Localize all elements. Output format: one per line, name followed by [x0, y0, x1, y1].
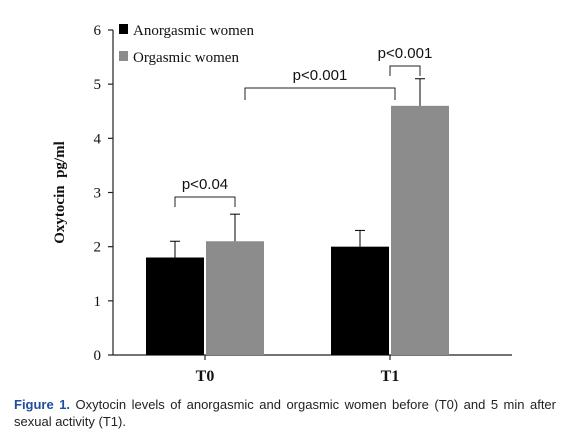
legend-swatch-0 [119, 24, 128, 34]
annotation-t1-label: p<0.001 [378, 45, 433, 62]
caption-text: Oxytocin levels of anorgasmic and orgasm… [14, 397, 556, 429]
y-tick-label-2: 2 [94, 240, 102, 256]
bar-T0-0 [146, 257, 204, 355]
bar-T1-0 [331, 246, 389, 355]
annotation-t0-t1-label: p<0.001 [293, 67, 348, 84]
x-tick-label-T0: T0 [196, 368, 215, 385]
bar-chart: 0 1 2 3 4 5 6 Oxytocin pg/ml T0 T1 Anorgasmic wome… [52, 23, 512, 385]
legend-label-1: Orgasmic women [133, 50, 239, 66]
caption-label: Figure 1. [14, 397, 71, 412]
annotation-t0-label: p<0.04 [182, 176, 228, 193]
legend-label-0: Anorgasmic women [133, 23, 254, 39]
bar-T1-1 [391, 105, 449, 355]
bar-T0-1 [206, 241, 264, 355]
annotation-t0-t1-bracket [244, 87, 396, 100]
y-tick-label-1: 1 [94, 294, 102, 310]
annotation-t0-bracket [174, 196, 236, 207]
y-axis-title: Oxytocin pg/ml [52, 141, 68, 244]
annotation-t1-bracket [389, 65, 421, 76]
y-tick-label-0: 0 [94, 348, 102, 364]
y-tick-label-4: 4 [94, 131, 102, 147]
x-tick-label-T1: T1 [381, 368, 400, 385]
y-tick-label-6: 6 [94, 23, 102, 39]
y-tick-label-3: 3 [94, 186, 102, 202]
legend-swatch-1 [119, 51, 128, 61]
figure-caption: Figure 1. Oxytocin levels of anorgasmic … [14, 396, 556, 430]
y-tick-label-5: 5 [94, 77, 102, 93]
